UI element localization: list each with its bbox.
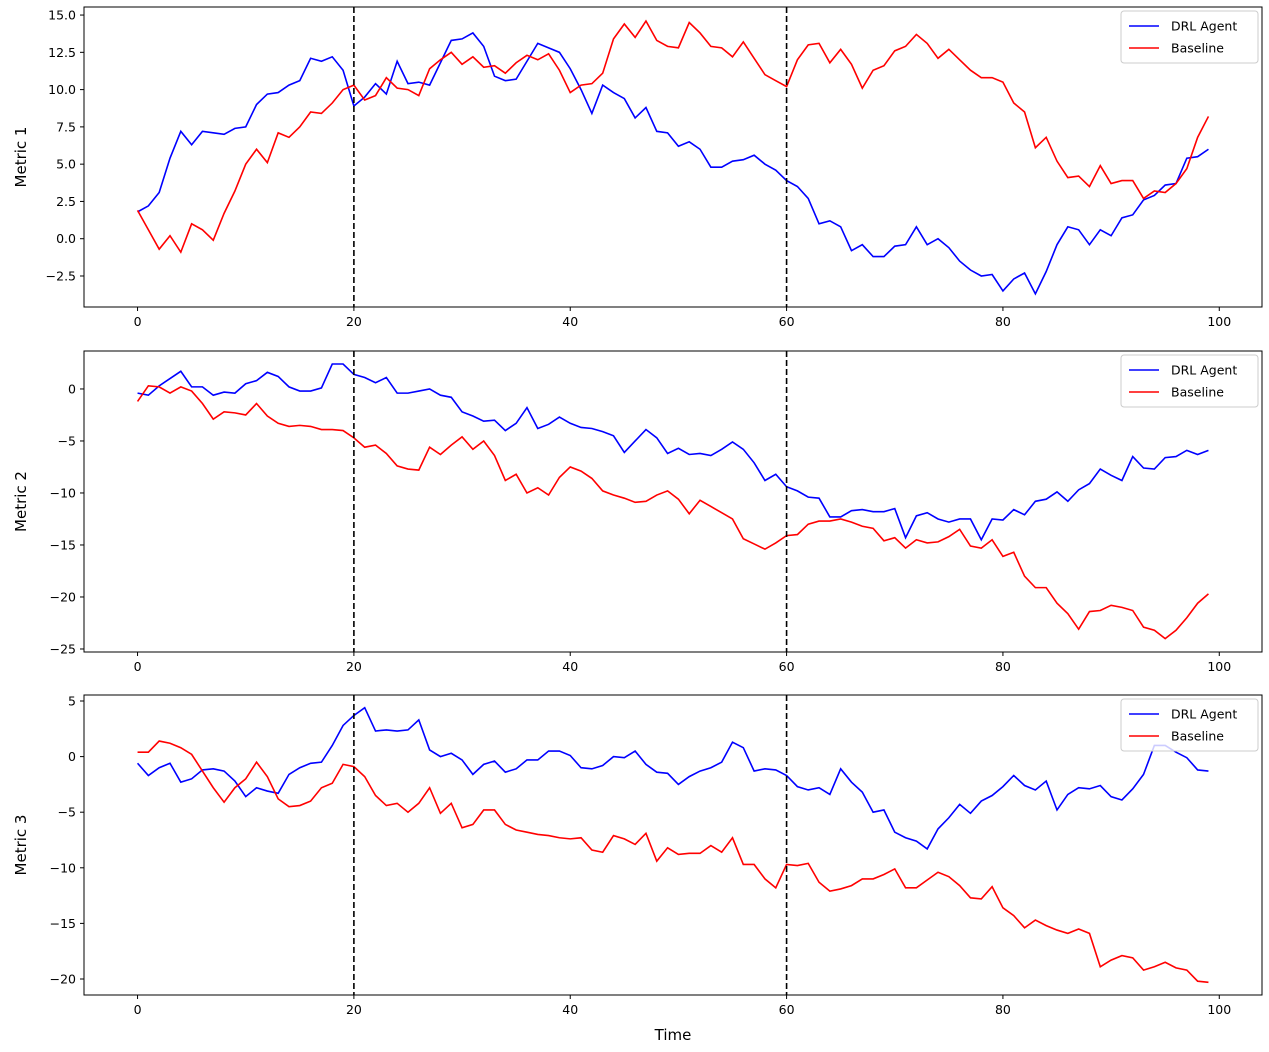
- series-line: [137, 740, 1209, 984]
- axes-frame: [83, 350, 1263, 653]
- y-tick-label: −25: [50, 641, 76, 656]
- x-tick-label: 0: [134, 1002, 142, 1017]
- x-tick-label: 0: [134, 314, 142, 329]
- y-tick-label: 2.5: [56, 194, 76, 209]
- y-tick-label: 5.0: [56, 157, 76, 172]
- y-tick-label: −10: [50, 860, 76, 875]
- legend: DRL Agent Baseline: [1120, 698, 1259, 752]
- legend-box: [1120, 10, 1259, 64]
- y-tick-label: 10.0: [48, 82, 76, 97]
- legend-box: [1120, 698, 1259, 752]
- y-tick-label: −15: [50, 537, 76, 552]
- subplot: −25 −20 −15 −10 −5 0 0 20 40 60 80 100 Metric 2 DRL A…: [12, 350, 1263, 674]
- x-tick-label: 80: [995, 1002, 1011, 1017]
- y-tick-label: 12.5: [48, 45, 76, 60]
- y-tick-label: −20: [50, 971, 76, 986]
- subplot: −20 −15 −10 −5 0 5 0 20 40 60 80 100 Metric 3 Time DRL…: [12, 694, 1263, 1044]
- y-tick-label: 0: [68, 381, 76, 396]
- y-tick-label: 15.0: [48, 8, 76, 23]
- x-tick-label: 100: [1207, 314, 1231, 329]
- legend-label: Baseline: [1171, 41, 1224, 56]
- legend-label: Baseline: [1171, 385, 1224, 400]
- x-tick-label: 0: [134, 659, 142, 674]
- x-tick-label: 20: [346, 1002, 362, 1017]
- series-line: [136, 19, 1210, 254]
- x-tick-label: 20: [346, 314, 362, 329]
- legend-label: DRL Agent: [1171, 363, 1237, 378]
- y-tick-label: −5: [58, 433, 76, 448]
- y-tick-label: −15: [50, 916, 76, 931]
- y-tick-label: 7.5: [56, 119, 76, 134]
- y-tick-label: 5: [68, 694, 76, 709]
- x-tick-label: 80: [995, 659, 1011, 674]
- legend: DRL Agent Baseline: [1120, 354, 1259, 408]
- axes-frame: [83, 694, 1263, 996]
- legend-label: Baseline: [1171, 729, 1224, 744]
- x-tick-label: 60: [779, 314, 795, 329]
- y-axis-label: Metric 1: [12, 127, 30, 188]
- y-tick-label: −5: [58, 805, 76, 820]
- legend: DRL Agent Baseline: [1120, 10, 1259, 64]
- y-tick-label: −2.5: [46, 268, 76, 283]
- y-tick-label: 0.0: [56, 231, 76, 246]
- subplot: −2.5 0.0 2.5 5.0 7.5 10.0 12.5 15.0 0 20 40 60 80 100…: [12, 6, 1263, 329]
- y-tick-label: 0: [68, 749, 76, 764]
- x-tick-label: 100: [1207, 659, 1231, 674]
- x-tick-label: 40: [562, 1002, 578, 1017]
- x-tick-label: 60: [779, 1002, 795, 1017]
- x-tick-label: 80: [995, 314, 1011, 329]
- series-line: [136, 384, 1209, 640]
- x-axis-label: Time: [654, 1026, 692, 1044]
- y-tick-label: −20: [50, 589, 76, 604]
- series-line: [136, 706, 1209, 851]
- axes-frame: [83, 6, 1263, 308]
- x-tick-label: 60: [779, 659, 795, 674]
- x-tick-label: 100: [1207, 1002, 1231, 1017]
- legend-label: DRL Agent: [1171, 19, 1237, 34]
- series-line: [137, 31, 1209, 296]
- y-axis-label: Metric 3: [12, 815, 30, 876]
- x-tick-label: 40: [562, 314, 578, 329]
- series-line: [137, 363, 1209, 542]
- legend-label: DRL Agent: [1171, 707, 1237, 722]
- x-tick-label: 20: [346, 659, 362, 674]
- legend-box: [1120, 354, 1259, 408]
- y-axis-label: Metric 2: [12, 471, 30, 532]
- x-tick-label: 40: [562, 659, 578, 674]
- y-tick-label: −10: [50, 485, 76, 500]
